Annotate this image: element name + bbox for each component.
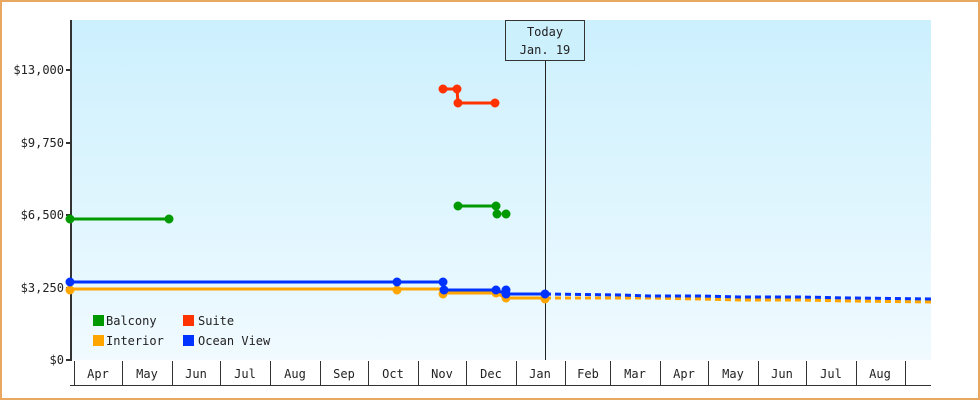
series-ocean-view — [65, 277, 932, 301]
x-tick-label: Jan — [529, 367, 551, 381]
today-date: Jan. 19 — [520, 43, 571, 57]
x-tick-label: Mar — [624, 367, 646, 381]
x-tick-label: Oct — [382, 367, 404, 381]
legend-swatch-ocean-view — [183, 335, 194, 346]
x-tick-label: Feb — [577, 367, 599, 381]
x-axis — [70, 361, 931, 386]
y-tick-label: $6,500 — [21, 208, 64, 222]
legend-label-suite: Suite — [198, 314, 234, 328]
legend-swatch-suite — [183, 315, 194, 326]
x-tick-label: Jul — [234, 367, 256, 381]
x-tick-label: Sep — [333, 367, 355, 381]
y-tick-label: $13,000 — [13, 63, 64, 77]
series-balcony — [65, 201, 511, 224]
legend-label-balcony: Balcony — [106, 314, 157, 328]
x-tick-label: Aug — [284, 367, 306, 381]
legend-swatch-balcony — [93, 315, 104, 326]
y-tick-label: $0 — [50, 353, 64, 367]
y-tick-label: $3,250 — [21, 281, 64, 295]
x-tick-label: May — [136, 367, 158, 381]
legend: Balcony Suite Interior Ocean View — [93, 314, 271, 348]
x-tick-label: Jun — [771, 367, 793, 381]
today-label: Today — [527, 25, 563, 39]
x-tick-label: Jul — [820, 367, 842, 381]
today-label-box — [505, 20, 585, 61]
y-tick-label: $9,750 — [21, 136, 64, 150]
x-tick-label: Nov — [431, 367, 453, 381]
x-tick-labels: Apr May Jun Jul Aug Sep Oct Nov Dec Jan … — [87, 367, 891, 381]
x-tick-label: Jun — [185, 367, 207, 381]
x-tick-label: Dec — [480, 367, 502, 381]
legend-swatch-interior — [93, 335, 104, 346]
x-tick-label: Apr — [87, 367, 109, 381]
plot-area — [72, 20, 931, 360]
x-tick-label: May — [722, 367, 744, 381]
x-tick-label: Aug — [869, 367, 891, 381]
legend-label-interior: Interior — [106, 334, 164, 348]
legend-label-ocean-view: Ocean View — [198, 334, 271, 348]
x-tick-label: Apr — [673, 367, 695, 381]
series-suite — [438, 84, 500, 108]
